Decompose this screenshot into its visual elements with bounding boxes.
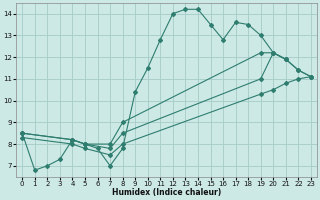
X-axis label: Humidex (Indice chaleur): Humidex (Indice chaleur) — [112, 188, 221, 197]
